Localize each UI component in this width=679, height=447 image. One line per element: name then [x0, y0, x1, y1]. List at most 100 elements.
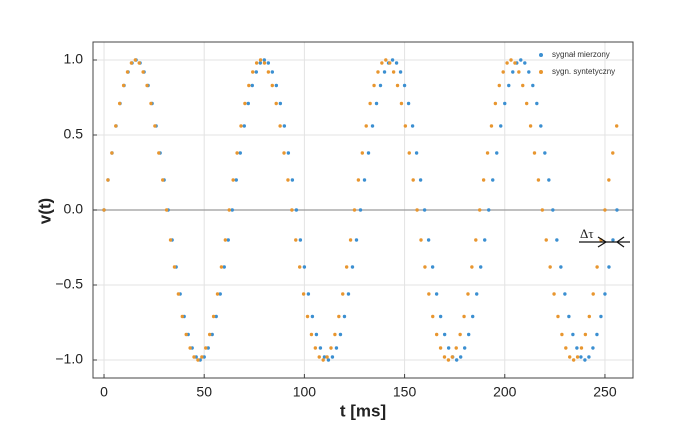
- point: [407, 151, 411, 155]
- point: [262, 58, 267, 62]
- point: [536, 178, 541, 182]
- point: [466, 332, 471, 337]
- point: [214, 314, 218, 319]
- point: [370, 124, 375, 128]
- point: [376, 70, 380, 74]
- point: [458, 355, 463, 359]
- point: [532, 151, 537, 155]
- point: [318, 346, 323, 350]
- point: [278, 101, 283, 106]
- x-tick-label: 100: [293, 384, 317, 400]
- point: [314, 332, 319, 337]
- point: [603, 292, 607, 296]
- point: [497, 83, 501, 88]
- point: [599, 314, 603, 319]
- point: [196, 358, 200, 362]
- point: [110, 151, 114, 155]
- point: [302, 265, 307, 269]
- point: [333, 332, 337, 337]
- point: [286, 151, 291, 155]
- point: [286, 178, 290, 182]
- point: [438, 346, 443, 350]
- point: [611, 238, 615, 242]
- point: [430, 265, 435, 269]
- point: [454, 358, 459, 362]
- point: [543, 151, 547, 155]
- point: [418, 178, 423, 182]
- point: [372, 83, 376, 88]
- point: [414, 151, 419, 155]
- point: [210, 332, 214, 337]
- point: [352, 208, 357, 212]
- point: [129, 61, 134, 65]
- point: [479, 265, 483, 269]
- point: [524, 101, 529, 106]
- point: [298, 265, 302, 269]
- annotation: Δτ: [580, 226, 594, 241]
- point: [238, 151, 242, 155]
- point: [348, 238, 353, 242]
- point: [202, 355, 206, 359]
- point: [556, 314, 560, 319]
- point: [188, 346, 192, 350]
- point: [274, 83, 279, 88]
- point: [527, 70, 531, 74]
- point: [184, 332, 188, 337]
- point: [426, 238, 431, 242]
- point: [354, 238, 359, 242]
- point: [509, 58, 513, 62]
- point: [540, 208, 545, 212]
- point: [282, 124, 287, 128]
- point: [399, 101, 404, 106]
- point: [290, 208, 294, 212]
- point: [262, 61, 267, 65]
- point: [395, 83, 400, 88]
- point: [503, 101, 507, 106]
- point: [121, 83, 126, 88]
- point: [548, 265, 552, 269]
- point: [294, 238, 298, 242]
- point: [434, 292, 439, 296]
- point: [475, 292, 479, 296]
- point: [583, 332, 588, 337]
- point: [495, 151, 499, 155]
- point: [358, 208, 363, 212]
- point: [438, 314, 443, 319]
- point: [501, 70, 505, 74]
- point: [338, 332, 343, 337]
- point: [218, 292, 222, 296]
- point: [374, 101, 379, 106]
- point: [117, 101, 122, 106]
- point: [102, 208, 106, 212]
- x-tick-label: 0: [100, 384, 108, 400]
- legend-label: sygn. syntetyczny: [552, 67, 615, 76]
- point: [560, 332, 564, 337]
- point: [250, 83, 254, 88]
- point: [615, 208, 619, 212]
- point: [591, 292, 595, 296]
- point: [568, 355, 572, 359]
- point: [137, 61, 141, 65]
- point: [446, 346, 451, 350]
- point: [133, 58, 138, 62]
- point: [411, 178, 415, 182]
- point: [215, 292, 220, 296]
- point: [200, 355, 204, 359]
- point: [489, 124, 494, 128]
- point: [242, 124, 246, 128]
- point: [450, 355, 455, 359]
- point: [403, 124, 408, 128]
- point: [168, 238, 173, 242]
- point: [607, 178, 611, 182]
- point: [419, 238, 423, 242]
- point: [329, 346, 333, 350]
- point: [531, 83, 535, 88]
- point: [153, 124, 157, 128]
- point: [390, 58, 395, 62]
- point: [251, 70, 255, 74]
- y-tick-label: −1.0: [55, 351, 83, 367]
- point: [206, 346, 210, 350]
- point: [564, 346, 568, 350]
